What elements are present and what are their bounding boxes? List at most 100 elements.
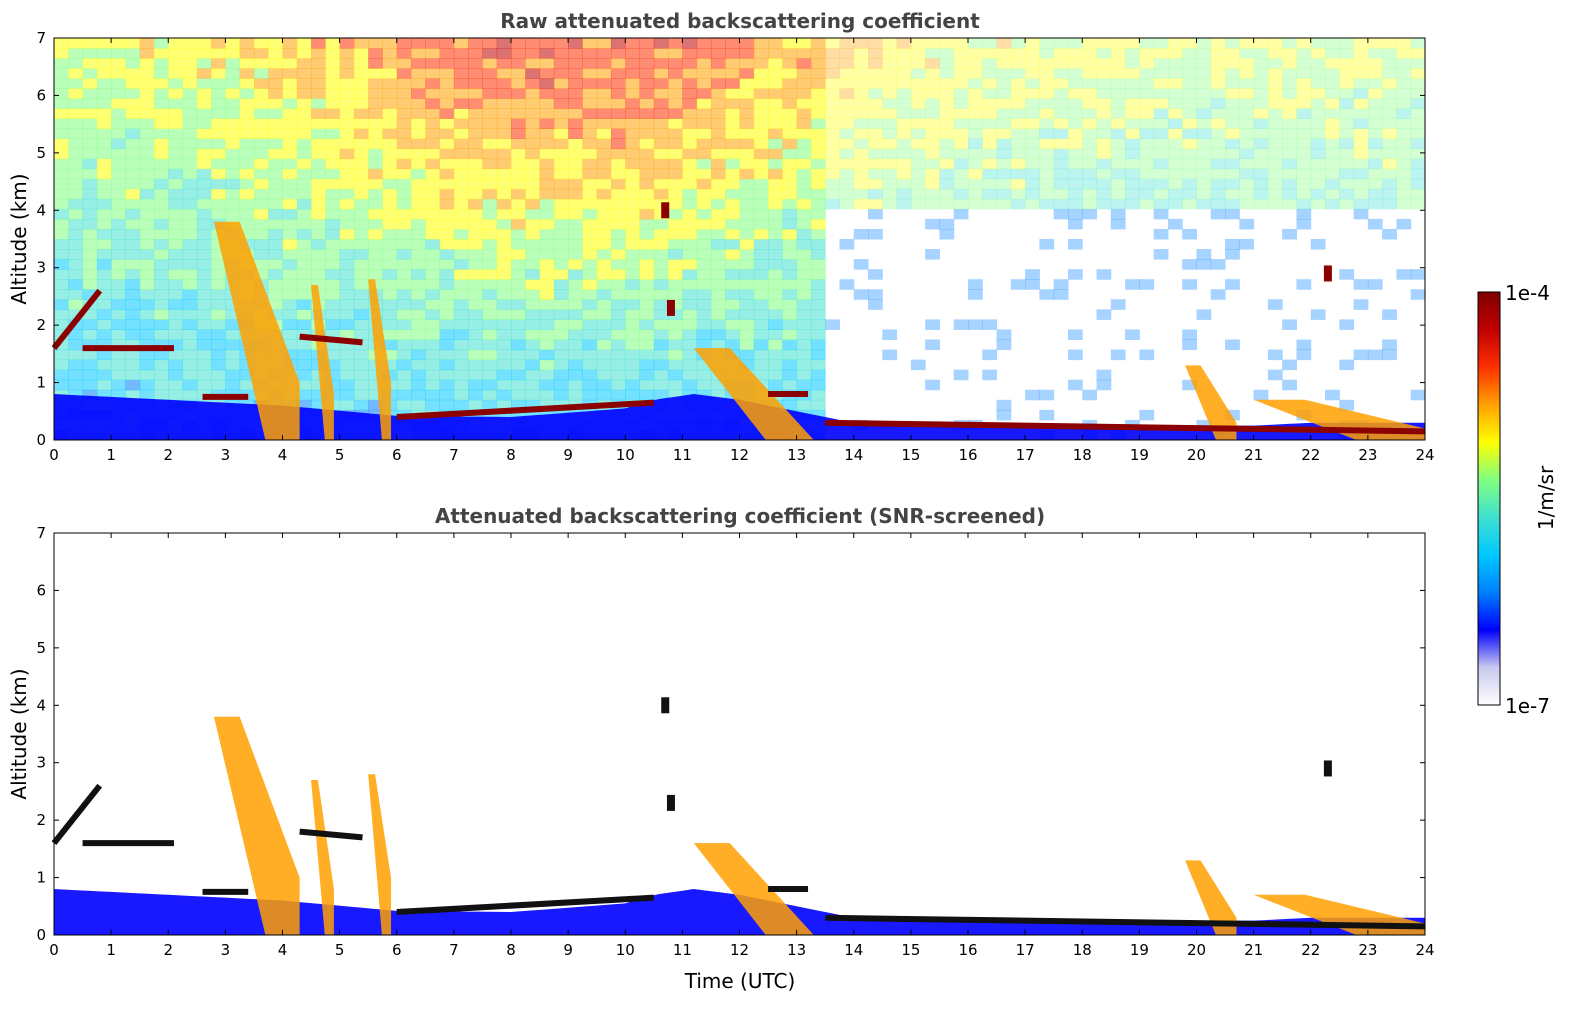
noise-cell — [1025, 148, 1040, 160]
noise-cell — [211, 289, 226, 300]
noise-cell — [996, 118, 1012, 129]
noise-cell — [196, 379, 212, 391]
noise-cell — [1167, 168, 1183, 180]
noise-cell — [253, 38, 269, 49]
noise-cell — [782, 218, 798, 230]
noise-cell — [211, 58, 226, 69]
noise-cell — [1082, 168, 1098, 180]
noise-cell — [982, 369, 998, 381]
noise-cell — [111, 309, 126, 320]
noise-cell — [468, 389, 483, 401]
noise-cell — [582, 279, 598, 290]
noise-cell — [96, 198, 112, 210]
noise-cell — [82, 208, 98, 220]
noise-cell — [1196, 88, 1212, 99]
noise-cell — [311, 239, 326, 250]
noise-cell — [796, 108, 812, 119]
noise-cell — [239, 379, 255, 391]
noise-cell — [1039, 289, 1055, 300]
noise-cell — [882, 349, 898, 361]
noise-cell — [1367, 68, 1383, 79]
noise-cell — [953, 58, 969, 69]
noise-cell — [111, 389, 126, 401]
noise-cell — [810, 118, 826, 129]
noise-cell — [125, 138, 141, 150]
x-tick-label: 1 — [106, 446, 116, 464]
noise-cell — [539, 188, 555, 200]
noise-cell — [753, 369, 769, 381]
panel-raw-ylabel: Altitude (km) — [7, 173, 31, 304]
noise-cell — [525, 168, 541, 180]
noise-cell — [568, 369, 583, 381]
noise-cell — [1139, 148, 1155, 160]
noise-cell — [525, 48, 541, 59]
noise-cell — [696, 359, 712, 371]
noise-cell — [1253, 88, 1269, 99]
noise-cell — [982, 48, 998, 59]
noise-cell — [211, 239, 226, 250]
noise-cell — [339, 349, 355, 361]
noise-cell — [325, 188, 341, 200]
x-tick-label: 15 — [901, 446, 920, 464]
noise-cell — [311, 269, 326, 280]
noise-cell — [525, 148, 541, 160]
noise-cell — [582, 98, 598, 109]
noise-cell — [1410, 78, 1426, 89]
noise-cell — [153, 188, 169, 200]
noise-cell — [153, 88, 169, 99]
noise-cell — [625, 218, 641, 230]
noise-cell — [996, 158, 1012, 170]
noise-cell — [525, 379, 541, 391]
noise-cell — [382, 98, 398, 109]
noise-cell — [68, 88, 84, 99]
noise-cell — [1382, 158, 1397, 170]
noise-cell — [1082, 208, 1098, 220]
noise-cell — [968, 289, 983, 300]
noise-cell — [282, 279, 298, 290]
noise-cell — [282, 289, 298, 300]
noise-cell — [1353, 299, 1369, 310]
noise-cell — [296, 379, 312, 391]
noise-cell — [468, 158, 483, 170]
noise-cell — [996, 409, 1012, 421]
noise-cell — [568, 309, 583, 320]
noise-cell — [496, 259, 512, 270]
noise-cell — [768, 228, 783, 240]
noise-cell — [768, 359, 783, 371]
noise-cell — [525, 88, 541, 99]
noise-cell — [710, 118, 726, 129]
noise-cell — [596, 279, 612, 290]
noise-cell — [225, 198, 241, 210]
noise-cell — [453, 299, 469, 310]
noise-cell — [739, 158, 755, 170]
noise-cell — [582, 249, 598, 260]
noise-cell — [953, 198, 969, 210]
noise-cell — [596, 269, 612, 280]
noise-cell — [225, 299, 241, 310]
noise-cell — [396, 168, 412, 180]
noise-cell — [725, 88, 740, 99]
noise-cell — [382, 228, 398, 240]
noise-cell — [496, 228, 512, 240]
noise-cell — [211, 168, 226, 180]
noise-cell — [411, 399, 426, 411]
noise-cell — [325, 319, 341, 330]
noise-cell — [968, 98, 983, 109]
noise-cell — [239, 198, 255, 210]
noise-cell — [411, 218, 426, 230]
noise-cell — [610, 289, 626, 300]
noise-cell — [496, 118, 512, 129]
noise-cell — [1282, 98, 1297, 109]
noise-cell — [211, 178, 226, 190]
noise-cell — [396, 68, 412, 79]
noise-cell — [753, 178, 769, 190]
noise-cell — [396, 118, 412, 129]
noise-cell — [553, 118, 569, 129]
noise-cell — [810, 399, 826, 411]
noise-cell — [1296, 128, 1312, 139]
noise-cell — [553, 138, 569, 150]
noise-cell — [625, 68, 641, 79]
noise-cell — [54, 108, 69, 119]
noise-cell — [725, 228, 740, 240]
noise-cell — [453, 389, 469, 401]
